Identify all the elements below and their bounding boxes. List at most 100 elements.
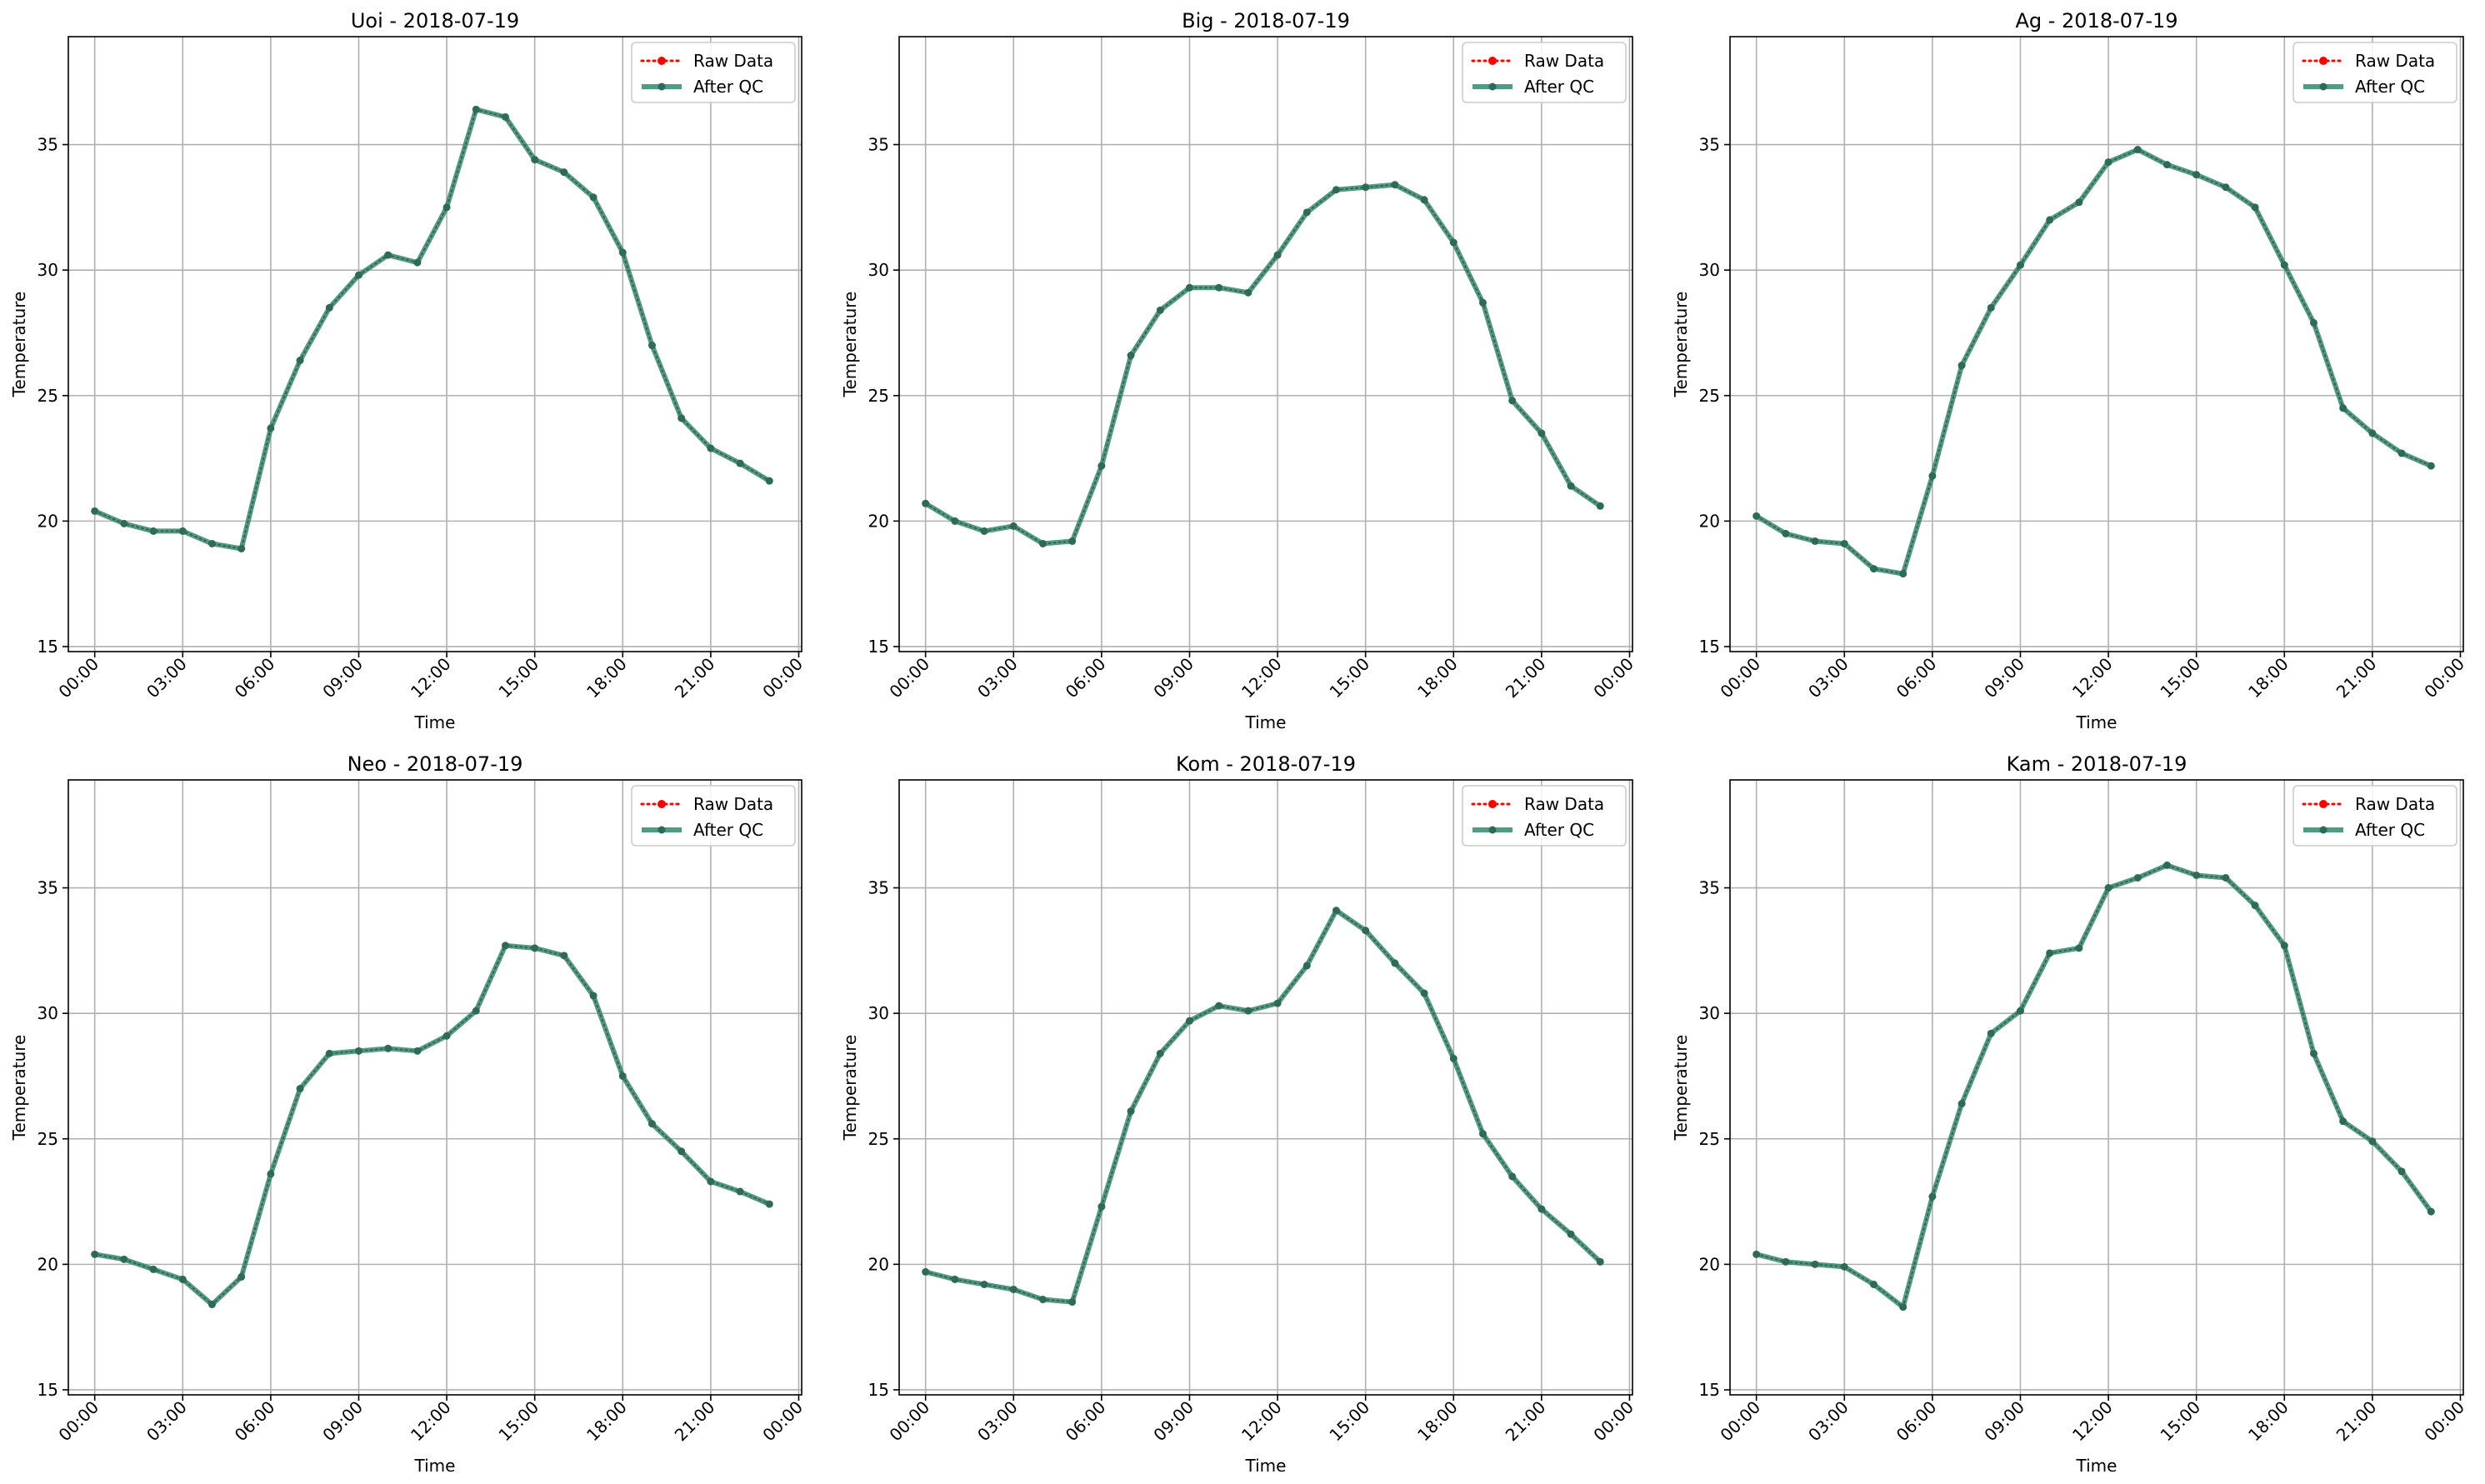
data-point — [1538, 429, 1546, 437]
series-line-after-qc — [93, 107, 771, 552]
data-point — [1449, 1054, 1458, 1062]
data-point — [178, 1275, 187, 1283]
y-tick-label: 20 — [868, 511, 889, 531]
data-point — [267, 1170, 275, 1178]
data-point — [2016, 1007, 2024, 1015]
data-point — [922, 499, 930, 507]
data-point — [2398, 449, 2406, 457]
data-point — [1244, 1007, 1252, 1015]
data-point — [1508, 1172, 1517, 1181]
data-point — [2222, 873, 2230, 882]
x-tick-label: 00:00 — [885, 654, 933, 702]
x-tick-label: 12:00 — [1238, 654, 1286, 702]
x-tick-label: 03:00 — [1804, 654, 1852, 702]
data-point — [1273, 251, 1282, 259]
data-point — [1362, 183, 1370, 192]
data-point — [354, 1047, 362, 1055]
legend-marker-after-qc — [658, 826, 666, 834]
y-tick-label: 20 — [868, 1254, 889, 1274]
y-tick-label: 30 — [38, 260, 58, 280]
data-point — [1928, 1192, 1937, 1201]
data-point — [413, 1047, 422, 1055]
data-point — [2309, 1049, 2318, 1057]
y-tick-label: 35 — [868, 135, 889, 155]
data-point — [238, 1272, 246, 1281]
chart-title: Kom - 2018-07-19 — [1176, 752, 1356, 776]
x-tick-label: 06:00 — [1062, 1397, 1110, 1446]
legend-marker-raw-data — [658, 57, 666, 65]
data-point — [678, 1147, 686, 1156]
data-point — [2046, 949, 2054, 957]
data-point — [1127, 1107, 1135, 1116]
data-point — [91, 1250, 99, 1258]
legend-marker-after-qc — [2319, 82, 2328, 91]
legend-label-raw-data: Raw Data — [693, 794, 773, 814]
y-tick-label: 30 — [868, 1003, 889, 1023]
data-point — [1958, 362, 1966, 370]
data-point — [2133, 873, 2142, 882]
y-axis-label: Temperature — [840, 292, 860, 398]
x-axis-label: Time — [2076, 712, 2118, 732]
data-point — [91, 507, 99, 515]
y-tick-label: 25 — [868, 386, 889, 406]
data-point — [2162, 861, 2171, 869]
x-tick-label: 00:00 — [54, 1397, 102, 1446]
plot-frame — [68, 779, 802, 1396]
y-tick-label: 30 — [38, 1003, 58, 1023]
x-tick-label: 06:00 — [1892, 1397, 1941, 1446]
data-point — [354, 271, 362, 279]
y-tick-label: 25 — [38, 1129, 58, 1149]
plot-frame — [1729, 779, 2464, 1396]
data-point — [1840, 539, 1848, 547]
legend-label-after-qc: After QC — [693, 77, 763, 97]
y-axis-label: Temperature — [1671, 292, 1691, 398]
data-point — [980, 1280, 988, 1288]
data-point — [2309, 318, 2318, 327]
x-tick-label: 15:00 — [1325, 654, 1373, 702]
data-point — [1987, 303, 1995, 312]
x-tick-label: 21:00 — [2332, 654, 2381, 702]
data-point — [2251, 902, 2259, 910]
data-point — [2075, 944, 2083, 952]
data-point — [178, 527, 187, 535]
data-point — [1596, 502, 1604, 510]
data-point — [618, 248, 627, 257]
x-tick-label: 15:00 — [1325, 1397, 1373, 1446]
y-axis-label: Temperature — [840, 1035, 860, 1142]
data-point — [1869, 565, 1878, 573]
legend-label-after-qc: After QC — [2355, 77, 2425, 97]
data-point — [149, 527, 158, 535]
y-tick-label: 25 — [868, 1129, 889, 1149]
legend-label-after-qc: After QC — [693, 820, 763, 840]
y-tick-label: 25 — [1699, 386, 1720, 406]
data-point — [1156, 1049, 1164, 1057]
data-point — [1958, 1100, 1966, 1108]
data-point — [1391, 181, 1399, 189]
series-line-after-qc — [1755, 147, 2432, 577]
data-point — [2339, 1117, 2348, 1126]
legend-label-raw-data: Raw Data — [693, 51, 773, 71]
data-point — [442, 1032, 451, 1040]
legend-marker-after-qc — [658, 82, 666, 91]
x-tick-label: 18:00 — [1413, 1397, 1462, 1446]
x-tick-label: 09:00 — [1149, 1397, 1198, 1446]
x-tick-label: 18:00 — [2244, 654, 2292, 702]
data-point — [2133, 146, 2142, 154]
y-axis-label: Temperature — [9, 1035, 29, 1142]
x-tick-label: 15:00 — [2156, 1397, 2204, 1446]
x-tick-label: 03:00 — [142, 1397, 191, 1446]
data-point — [2104, 884, 2112, 892]
data-point — [1449, 238, 1458, 247]
data-point — [618, 1072, 627, 1080]
series-line-after-qc — [924, 182, 1602, 547]
x-tick-label: 12:00 — [1238, 1397, 1286, 1446]
legend-label-after-qc: After QC — [1524, 820, 1594, 840]
legend-label-raw-data: Raw Data — [1524, 51, 1604, 71]
data-point — [1302, 208, 1311, 217]
chart-panel-5: 00:00 03:00 06:00 09:00 12:00 15:00 18:00 21:00… — [840, 752, 1638, 1476]
legend-label-after-qc: After QC — [2355, 820, 2425, 840]
chart-title: Big - 2018-07-19 — [1182, 9, 1350, 32]
x-tick-label: 12:00 — [2068, 1397, 2117, 1446]
x-tick-label: 06:00 — [1892, 654, 1941, 702]
data-point — [2222, 183, 2230, 192]
